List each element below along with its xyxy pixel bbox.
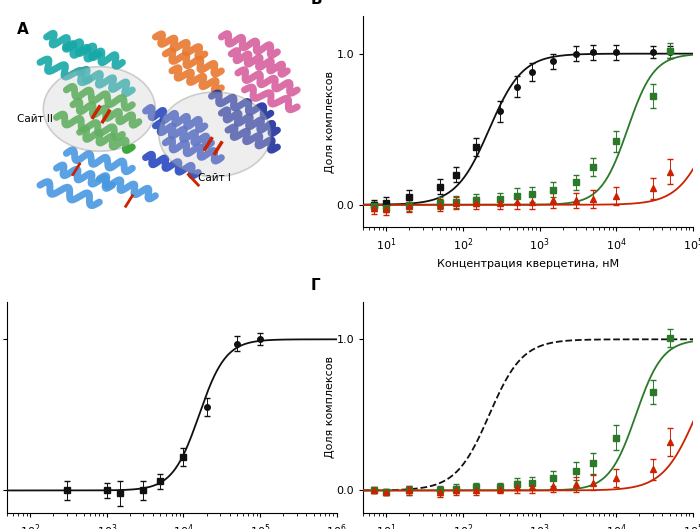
Text: Сайт I: Сайт I: [198, 173, 231, 183]
Text: Г: Г: [310, 278, 320, 293]
Y-axis label: Доля комплексов: Доля комплексов: [325, 71, 335, 172]
Text: Сайт II: Сайт II: [17, 114, 52, 124]
Text: А: А: [17, 22, 29, 37]
Text: Б: Б: [310, 0, 322, 7]
Ellipse shape: [159, 92, 271, 177]
X-axis label: Концентрация кверцетина, нМ: Концентрация кверцетина, нМ: [437, 259, 620, 269]
Y-axis label: Доля комплексов: Доля комплексов: [325, 357, 335, 458]
Ellipse shape: [43, 67, 155, 151]
